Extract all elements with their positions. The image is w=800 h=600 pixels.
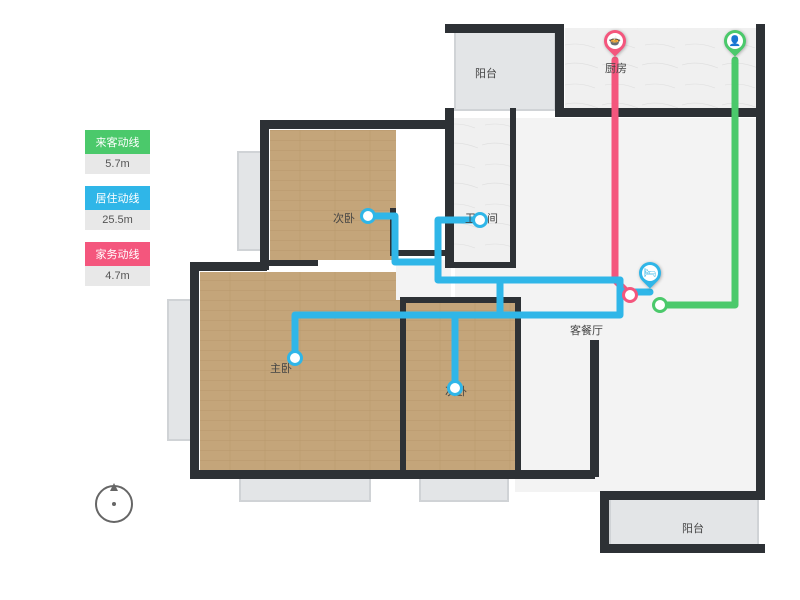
room-label: 阳台 [475,65,497,81]
path-end-dot [287,350,303,366]
marker-guest: 👤 [724,30,746,60]
legend-value: 25.5m [85,210,150,230]
room-label: 次卧 [333,210,355,226]
room-label: 客餐厅 [570,322,603,338]
room-label: 阳台 [682,520,704,536]
legend-label: 家务动线 [85,242,150,266]
marker-resident: 🛏 [639,262,661,292]
legend-label: 居住动线 [85,186,150,210]
path-end-dot [447,380,463,396]
compass-icon [95,485,133,523]
path-end-dot [652,297,668,313]
legend-value: 4.7m [85,266,150,286]
legend-guest: 来客动线 5.7m [85,130,150,174]
path-end-dot [622,287,638,303]
marker-housework: 🍲 [604,30,626,60]
legend-resident: 居住动线 25.5m [85,186,150,230]
legend-label: 来客动线 [85,130,150,154]
legend-value: 5.7m [85,154,150,174]
room-label: 厨房 [605,60,627,76]
legend-housework: 家务动线 4.7m [85,242,150,286]
legend: 来客动线 5.7m 居住动线 25.5m 家务动线 4.7m [85,130,150,298]
path-end-dot [360,208,376,224]
path-end-dot [472,212,488,228]
